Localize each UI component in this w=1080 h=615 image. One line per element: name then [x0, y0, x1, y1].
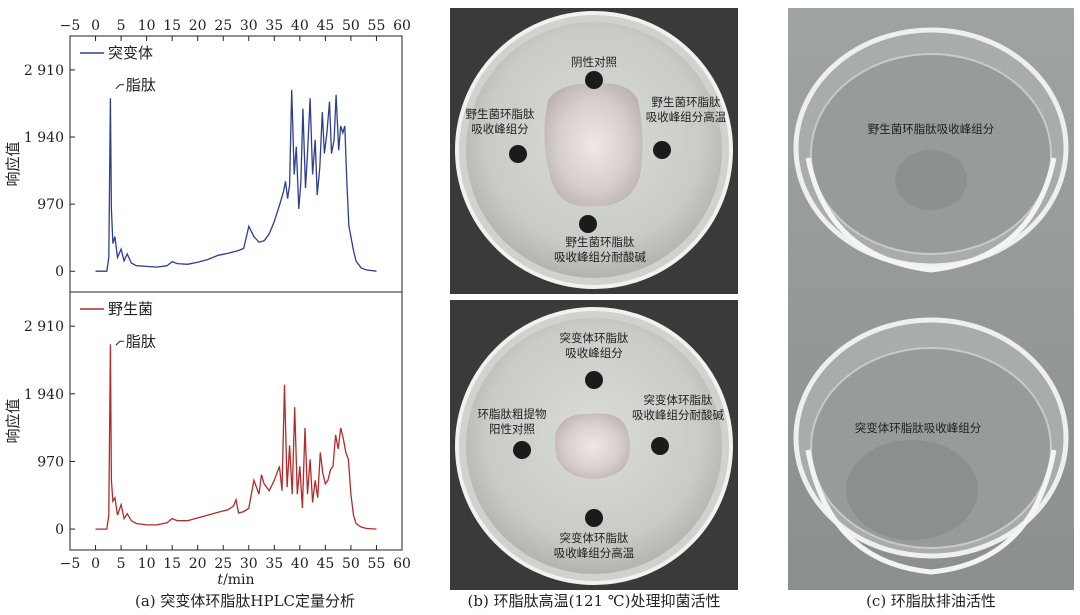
series-line-top	[95, 89, 377, 272]
plot-frame	[69, 35, 403, 551]
label-top-right-1: 野生菌环脂肽	[652, 95, 721, 109]
dish-bottom-wall	[805, 449, 1057, 575]
x-tick-label-top: 35	[265, 18, 283, 34]
well-bottom-bottom	[585, 509, 603, 527]
oil-clear-zone-bottom	[846, 440, 978, 540]
annotation-leader-top	[115, 84, 124, 90]
panel-a-caption: (a) 突变体环脂肽HPLC定量分析	[134, 592, 356, 610]
annotation-label-top: 脂肽	[126, 76, 156, 94]
label-negative-control: 阴性对照	[571, 55, 617, 69]
x-tick-label-top: 40	[291, 18, 309, 34]
legend-label-top: 突变体	[108, 44, 153, 62]
x-tick-label-top: 55	[368, 18, 386, 34]
y-tick-label-bottom: 2 910	[24, 319, 64, 335]
x-tick-label-bottom: 5	[117, 556, 126, 572]
x-tick-label-bottom: 55	[368, 556, 386, 572]
x-tick-label-top: 0	[91, 18, 100, 34]
x-tick-label-bottom: 35	[265, 556, 283, 572]
y-tick-label-top: 1 940	[24, 130, 64, 146]
x-tick-label-top: 10	[138, 18, 156, 34]
antibacterial-plates: 阴性对照 野生菌环脂肽 吸收峰组分 野生菌环脂肽 吸收峰组分高温 野生菌环脂肽 …	[450, 8, 738, 590]
well-bottom-left	[513, 441, 531, 459]
annotation-label-bottom: 脂肽	[126, 332, 156, 350]
x-tick-label-top: 60	[393, 18, 411, 34]
label-bottom-left-1: 环脂肽粗提物	[478, 407, 547, 421]
label-top-left-2: 吸收峰组分	[471, 122, 529, 136]
y-tick-label-top: 0	[55, 264, 64, 280]
label-dish-bottom: 突变体环脂肽吸收峰组分	[855, 421, 982, 435]
well-bottom-right	[651, 437, 669, 455]
legend-label-bottom: 野生菌	[108, 300, 153, 318]
label-bottom-right-2: 吸收峰组分耐酸碱	[632, 408, 724, 422]
series-line-bottom	[95, 344, 377, 530]
x-tick-label-bottom: 30	[240, 556, 258, 572]
label-bottom-bottom-2: 吸收峰组分高温	[554, 546, 635, 560]
label-bottom-right-1: 突变体环脂肽	[644, 393, 713, 407]
label-top-bottom-2: 吸收峰组分耐酸碱	[554, 250, 646, 264]
annotation-leader-bottom	[115, 340, 124, 346]
x-tick-label-top: 5	[117, 18, 126, 34]
plate-bottom: 突变体环脂肽 吸收峰组分 环脂肽粗提物 阳性对照 突变体环脂肽 吸收峰组分耐酸碱…	[450, 300, 738, 590]
fungus-colony-bottom	[554, 413, 630, 479]
x-tick-label-bottom: 50	[342, 556, 360, 572]
x-tick-label-top: −5	[60, 18, 81, 34]
well-top-right	[653, 141, 671, 159]
x-tick-label-top: 45	[316, 18, 334, 34]
well-top-bottom	[579, 215, 597, 233]
plate-top: 阴性对照 野生菌环脂肽 吸收峰组分 野生菌环脂肽 吸收峰组分高温 野生菌环脂肽 …	[450, 8, 738, 294]
oil-clear-zone-top	[895, 150, 967, 210]
x-tick-label-bottom: 25	[214, 556, 232, 572]
x-tick-label-top: 30	[240, 18, 258, 34]
x-tick-label-bottom: −5	[60, 556, 81, 572]
x-tick-label-bottom: 0	[91, 556, 100, 572]
label-bottom-top-1: 突变体环脂肽	[560, 331, 629, 345]
x-tick-label-bottom: 20	[189, 556, 207, 572]
label-bottom-top-2: 吸收峰组分	[565, 346, 623, 360]
x-axis-label: t/min	[217, 572, 254, 588]
label-dish-top: 野生菌环脂肽吸收峰组分	[868, 122, 995, 136]
y-tick-label-bottom: 1 940	[24, 387, 64, 403]
dish-top-wall	[805, 157, 1057, 273]
dish-bottom: 突变体环脂肽吸收峰组分	[793, 317, 1069, 575]
label-bottom-left-2: 阳性对照	[489, 422, 535, 436]
x-tick-label-top: 25	[214, 18, 232, 34]
well-bottom-top	[585, 371, 603, 389]
y-tick-label-top: 2 910	[24, 63, 64, 79]
label-top-left-1: 野生菌环脂肽	[466, 107, 535, 121]
x-tick-label-top: 50	[342, 18, 360, 34]
hplc-chart: −5−5005510101515202025253030353540404545…	[4, 18, 411, 588]
label-top-bottom-1: 野生菌环脂肽	[566, 235, 635, 249]
y-axis-label-top: 响应值	[4, 141, 22, 186]
panel-b-caption: (b) 环脂肽高温(121 ℃)处理抑菌活性	[467, 592, 721, 610]
x-tick-label-top: 15	[163, 18, 181, 34]
x-tick-label-top: 20	[189, 18, 207, 34]
y-tick-label-bottom: 970	[37, 454, 64, 470]
x-tick-label-bottom: 15	[163, 556, 181, 572]
x-tick-label-bottom: 40	[291, 556, 309, 572]
x-tick-label-bottom: 10	[138, 556, 156, 572]
fungus-colony-top	[544, 83, 643, 207]
well-top-negative	[585, 71, 603, 89]
oil-displacement-dishes: 野生菌环脂肽吸收峰组分 突变体环脂肽吸收峰组分	[788, 8, 1074, 590]
x-tick-label-bottom: 60	[393, 556, 411, 572]
panel-c-caption: (c) 环脂肽排油活性	[866, 592, 996, 610]
y-axis-label-bottom: 响应值	[4, 398, 22, 443]
x-tick-label-bottom: 45	[316, 556, 334, 572]
label-top-right-2: 吸收峰组分高温	[646, 110, 727, 124]
well-top-left	[509, 145, 527, 163]
y-tick-label-bottom: 0	[55, 522, 64, 538]
y-tick-label-top: 970	[37, 197, 64, 213]
label-bottom-bottom-1: 突变体环脂肽	[560, 531, 629, 545]
dish-top: 野生菌环脂肽吸收峰组分	[793, 27, 1069, 273]
chart-layer: −5−5005510101515202025253030353540404545…	[4, 18, 411, 588]
